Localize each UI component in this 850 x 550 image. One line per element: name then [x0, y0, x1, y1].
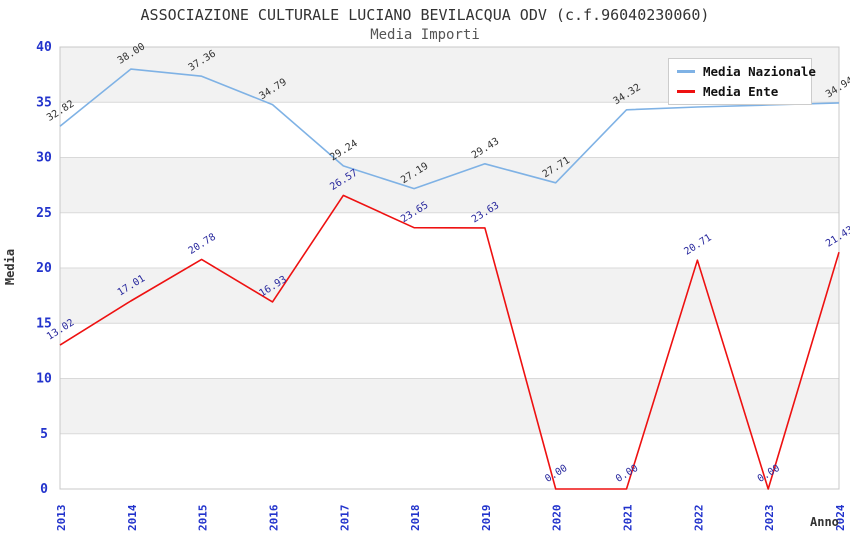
x-tick-label: 2021	[622, 504, 635, 531]
x-tick-label: 2022	[692, 505, 705, 532]
legend-label-media-ente: Media Ente	[703, 84, 779, 100]
x-tick-label: 2018	[409, 505, 422, 532]
plot-band	[60, 268, 839, 324]
x-tick-label: 2019	[480, 505, 493, 532]
y-tick-label: 10	[36, 372, 52, 387]
y-tick-label: 30	[36, 151, 52, 166]
y-axis-title: Media	[3, 248, 17, 286]
chart-subtitle: Media Importi	[370, 27, 480, 43]
legend-item-media-nazionale: Media Nazionale	[677, 61, 816, 81]
value-label: 0.00	[756, 463, 782, 485]
plot-band	[60, 378, 839, 434]
plot-border	[59, 46, 840, 490]
y-tick-label: 35	[36, 95, 52, 110]
legend-item-media-ente: Media Ente	[677, 82, 811, 102]
value-label: 20.78	[187, 232, 218, 257]
y-tick-label: 40	[36, 40, 52, 55]
x-axis-title: Anno	[810, 515, 839, 529]
value-label: 20.71	[682, 232, 713, 257]
legend: Media Nazionale Media Ente	[668, 58, 816, 105]
x-tick-label: 2014	[126, 504, 139, 531]
chart-title: ASSOCIAZIONE CULTURALE LUCIANO BEVILACQU…	[140, 6, 710, 24]
x-tick-label: 2020	[551, 505, 564, 532]
y-tick-label: 15	[36, 316, 52, 331]
series-line-media-ente	[59, 194, 840, 490]
x-tick-label: 2017	[338, 505, 351, 532]
y-tick-label: 20	[36, 261, 52, 276]
x-tick-label: 2013	[55, 505, 68, 532]
y-tick-label: 5	[40, 427, 48, 442]
series-line-media-nazionale	[59, 68, 840, 190]
plot-band	[60, 157, 839, 213]
x-tick-label: 2024	[834, 504, 847, 531]
legend-swatch-media-nazionale	[677, 69, 695, 73]
legend-swatch-media-ente	[677, 90, 695, 94]
x-tick-label: 2015	[197, 505, 210, 532]
y-tick-label: 25	[36, 206, 52, 221]
x-tick-label: 2023	[763, 505, 776, 532]
value-label: 0.00	[614, 463, 640, 485]
legend-label-media-nazionale: Media Nazionale	[703, 63, 816, 79]
x-tick-label: 2016	[268, 504, 281, 531]
value-label: 21.43	[824, 224, 850, 249]
value-label: 0.00	[543, 463, 569, 485]
y-tick-label: 0	[40, 482, 48, 497]
